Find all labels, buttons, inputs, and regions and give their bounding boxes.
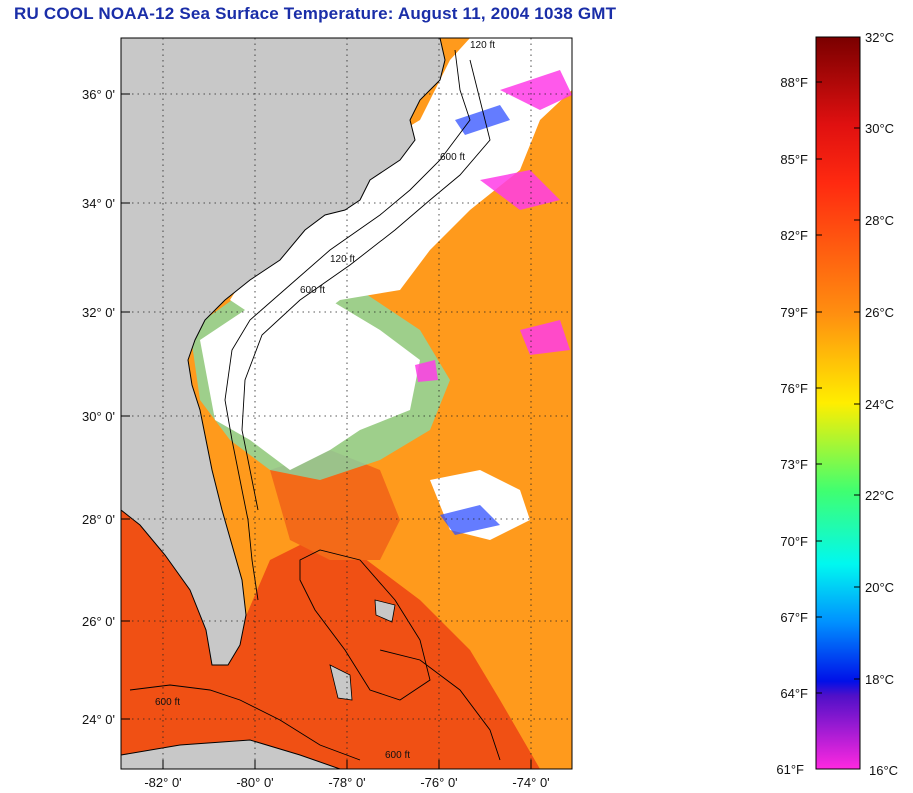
sst-map: 120 ft 120 ft 600 ft 600 ft 600 ft 600 f… [121, 38, 572, 769]
graticule [121, 38, 572, 769]
bathymetry-contours [129, 49, 501, 761]
lon-label: -74° 0' [512, 775, 549, 790]
celsius-label: 20°C [865, 580, 894, 595]
celsius-label: 28°C [865, 213, 894, 228]
fahrenheit-label: 85°F [780, 152, 808, 167]
celsius-label: 18°C [865, 672, 894, 687]
fahrenheit-label: 70°F [780, 534, 808, 549]
lat-label: 30° 0' [82, 409, 115, 424]
contour-labels: 120 ft 120 ft 600 ft 600 ft 600 ft 600 f… [155, 40, 495, 761]
fahrenheit-label: 67°F [780, 610, 808, 625]
latitude-labels: 36° 0' 34° 0' 32° 0' 30° 0' 28° 0' 26° 0… [82, 87, 115, 727]
celsius-label: 32°C [865, 30, 894, 45]
contour-label: 600 ft [155, 697, 180, 708]
land-mainland [121, 38, 446, 666]
contour-label: 600 ft [385, 750, 410, 761]
celsius-labels: 32°C 30°C 28°C 26°C 24°C 22°C 20°C 18°C … [865, 30, 898, 778]
colorbar-gradient [815, 36, 861, 770]
lat-label: 32° 0' [82, 305, 115, 320]
land-bahamas [329, 599, 396, 701]
warm-gulf-region [121, 500, 540, 769]
fahrenheit-label: 76°F [780, 381, 808, 396]
contour-label: 600 ft [300, 285, 325, 296]
contour-label: 600 ft [440, 152, 465, 163]
celsius-label: 26°C [865, 305, 894, 320]
fahrenheit-labels: 88°F 85°F 82°F 79°F 76°F 73°F 70°F 67°F … [776, 75, 808, 777]
lon-label: -82° 0' [144, 775, 181, 790]
celsius-label: 24°C [865, 397, 894, 412]
map-title: RU COOL NOAA-12 Sea Surface Temperature:… [14, 4, 617, 23]
warm-bahamas-region [270, 450, 400, 560]
fahrenheit-label: 73°F [780, 457, 808, 472]
fahrenheit-label: 88°F [780, 75, 808, 90]
colorbar-ticks [816, 81, 860, 694]
lat-label: 36° 0' [82, 87, 115, 102]
land-cuba [121, 739, 341, 769]
lat-label: 26° 0' [82, 614, 115, 629]
lat-label: 28° 0' [82, 512, 115, 527]
lat-label: 34° 0' [82, 196, 115, 211]
lon-label: -80° 0' [236, 775, 273, 790]
cold-artifact [415, 70, 572, 382]
lon-label: -76° 0' [420, 775, 457, 790]
fahrenheit-label: 79°F [780, 305, 808, 320]
lat-label: 24° 0' [82, 712, 115, 727]
fahrenheit-label: 64°F [780, 686, 808, 701]
lon-label: -78° 0' [328, 775, 365, 790]
colorbar: 88°F 85°F 82°F 79°F 76°F 73°F 70°F 67°F … [776, 30, 898, 778]
celsius-label: 16°C [869, 763, 898, 778]
longitude-labels: -82° 0' -80° 0' -78° 0' -76° 0' -74° 0' [144, 775, 549, 790]
celsius-label: 22°C [865, 488, 894, 503]
celsius-label: 30°C [865, 121, 894, 136]
map-ticks [121, 93, 532, 769]
fahrenheit-label: 82°F [780, 228, 808, 243]
cloud-cover-central [200, 300, 420, 470]
contour-label: 120 ft [470, 40, 495, 51]
fahrenheit-label: 61°F [776, 762, 804, 777]
contour-label: 120 ft [330, 254, 355, 265]
